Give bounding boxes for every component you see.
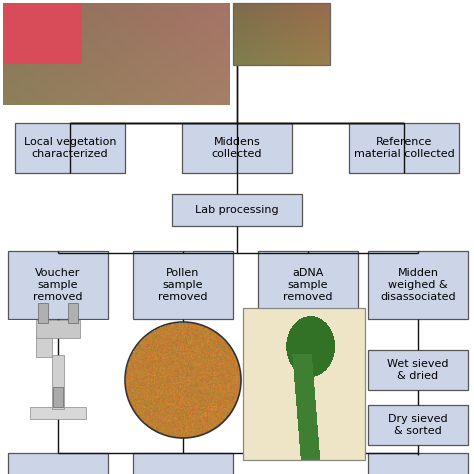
FancyBboxPatch shape: [15, 123, 125, 173]
Bar: [233, 3, 330, 65]
FancyBboxPatch shape: [368, 251, 468, 319]
FancyBboxPatch shape: [8, 453, 108, 474]
Bar: [53, 387, 63, 407]
Bar: [38, 303, 48, 323]
FancyBboxPatch shape: [172, 194, 302, 226]
Text: Voucher
sample
removed: Voucher sample removed: [33, 268, 83, 302]
Text: Local vegetation
characterized: Local vegetation characterized: [24, 137, 116, 159]
Text: aDNA
sample
removed: aDNA sample removed: [283, 268, 333, 302]
Text: Pollen
sample
removed: Pollen sample removed: [158, 268, 208, 302]
FancyBboxPatch shape: [368, 405, 468, 445]
Text: Wet sieved
& dried: Wet sieved & dried: [387, 359, 449, 381]
FancyBboxPatch shape: [8, 251, 108, 319]
Bar: [243, 308, 365, 460]
Bar: [36, 320, 80, 338]
Bar: [30, 407, 86, 419]
Text: Midden
weighed &
disassociated: Midden weighed & disassociated: [380, 268, 456, 302]
FancyBboxPatch shape: [258, 251, 358, 319]
FancyBboxPatch shape: [368, 453, 468, 474]
Bar: [4, 320, 112, 430]
FancyBboxPatch shape: [182, 123, 292, 173]
FancyBboxPatch shape: [133, 251, 233, 319]
Text: Reference
material collected: Reference material collected: [354, 137, 455, 159]
Text: Middens
collected: Middens collected: [212, 137, 262, 159]
Bar: [68, 303, 78, 323]
FancyBboxPatch shape: [349, 123, 459, 173]
Bar: [52, 355, 64, 409]
Bar: [36, 335, 52, 357]
Text: Lab processing: Lab processing: [195, 205, 279, 215]
FancyBboxPatch shape: [368, 350, 468, 390]
FancyBboxPatch shape: [133, 453, 233, 474]
Text: Dry sieved
& sorted: Dry sieved & sorted: [388, 414, 448, 436]
